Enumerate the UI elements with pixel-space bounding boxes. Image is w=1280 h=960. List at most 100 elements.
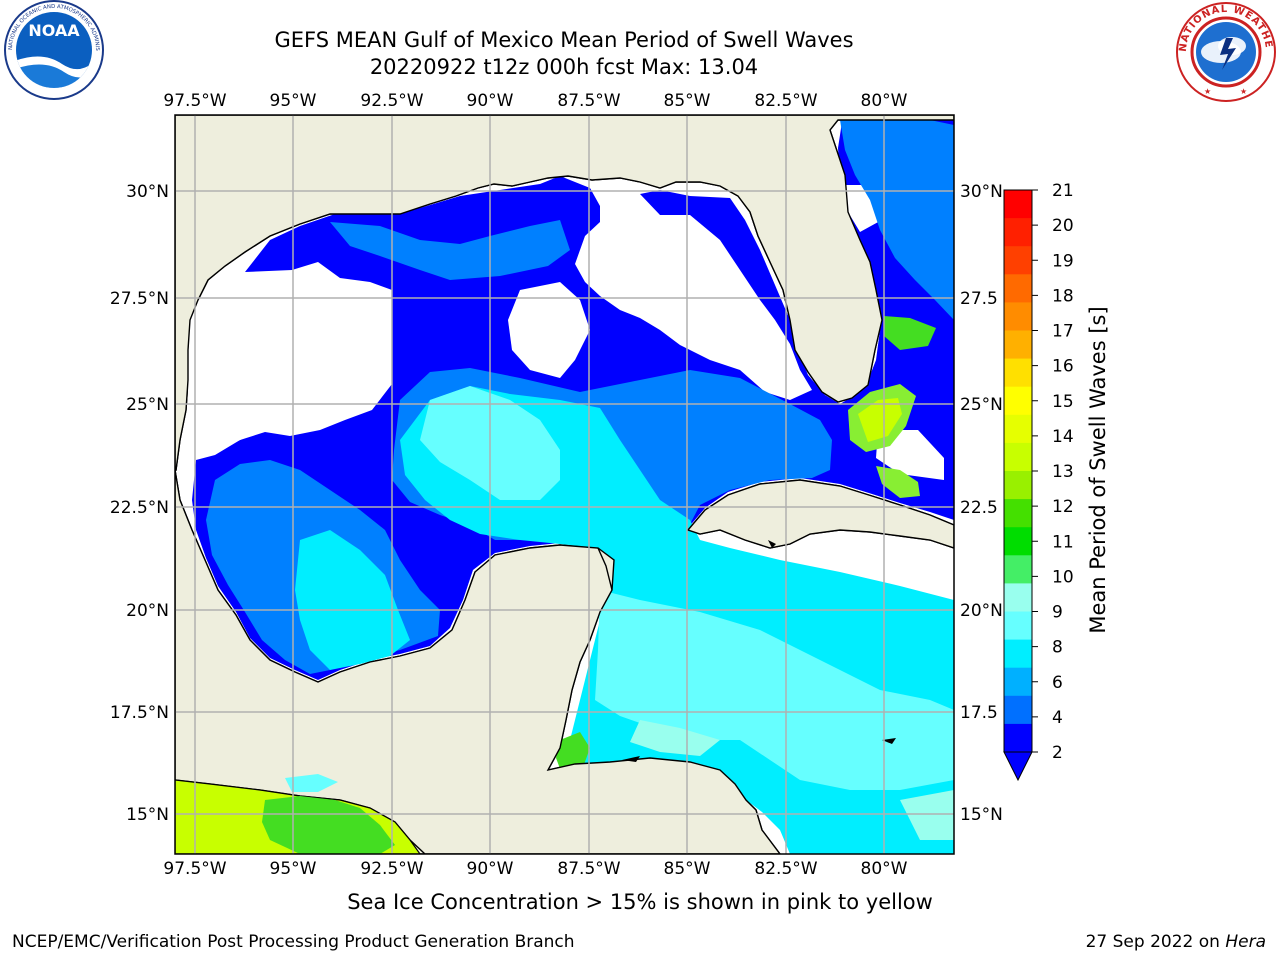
colorbar-swatch [1004,527,1032,556]
lat-label-right: 20°N [960,601,1003,621]
field-8-9s-s [595,590,954,790]
colorbar-swatch [1004,246,1032,275]
colorbar-tick-label: 15 [1052,392,1074,412]
colorbar-tick-label: 20 [1052,216,1074,236]
credit-host: Hera [1225,932,1266,952]
colorbar-extension [1003,751,1033,782]
land-overlay [175,115,954,854]
colorbar-tick-label: 9 [1052,603,1063,623]
colorbar-swatch [1004,667,1032,697]
colorbar-tick-label: 10 [1052,567,1074,587]
colorbar-swatch [1004,218,1032,247]
colorbar-tick-label: 6 [1052,673,1063,693]
graticule [175,115,954,854]
field-carib-lightcyan [900,790,954,840]
lon-label-bottom: 90°W [467,859,514,879]
lon-label-top: 92.5°W [360,91,423,111]
chart-subtitle: 20220922 t12z 000h fcst Max: 13.04 [369,55,759,79]
field-10-12s-bah [884,316,936,350]
colorbar-tick-label: 14 [1052,427,1074,447]
colorbar-tick-label: 13 [1052,462,1074,482]
colorbar-tick-label: 11 [1052,532,1074,552]
lon-labels-top: 97.5°W 95°W 92.5°W 90°W 87.5°W 85°W 82.5… [163,91,907,111]
lon-label-bottom: 92.5°W [360,859,423,879]
colorbar-swatch [1004,499,1032,528]
lon-label-top: 87.5°W [557,91,620,111]
colorbar-swatch [1004,330,1032,360]
lon-label-top: 80°W [861,91,908,111]
colorbar-tick-label: 17 [1052,322,1074,342]
field-gap-east [575,190,812,400]
lat-label-left: 25°N [126,395,169,415]
lon-label-top: 85°W [664,91,711,111]
colorbar-swatch [1004,386,1032,416]
chart-title: GEFS MEAN Gulf of Mexico Mean Period of … [274,28,854,52]
field-gap-keys [876,430,944,480]
colorbar-tick-label: 4 [1052,708,1063,728]
field-4-6s-n [330,220,570,280]
lat-labels-right: 30°N 27.5 25°N 22.5 20°N 17.5 15°N [960,182,1003,825]
lon-label-top: 90°W [467,91,514,111]
colorbar-tick-label: 18 [1052,286,1074,306]
lat-label-right: 25°N [960,395,1003,415]
lat-label-left: 27.5°N [110,289,169,309]
lon-label-top: 97.5°W [163,91,226,111]
lat-label-right: 30°N [960,182,1003,202]
lon-label-bottom: 80°W [861,859,908,879]
colorbar-swatch [1004,190,1032,219]
colorbar-swatch [1004,695,1032,725]
colorbar-swatch [1004,414,1032,444]
lat-label-left: 30°N [126,182,169,202]
nws-logo: NATIONAL WEATHER SERVICE ★ ★ [1174,0,1276,102]
lon-label-top: 82.5°W [754,91,817,111]
field-4-6s-ne [840,118,954,320]
map-layers [175,115,954,854]
credit-date: 27 Sep 2022 on Hera [1086,932,1266,952]
swell-period-field [175,118,954,854]
colorbar-tick-label: 2 [1052,743,1063,763]
field-6-8s-w [295,530,410,670]
lon-label-bottom: 85°W [664,859,711,879]
colorbar: 21 20 19 18 17 16 15 14 13 12 11 10 9 8 6 4 2 [1003,181,1074,782]
lon-labels-bottom: 97.5°W 95°W 92.5°W 90°W 87.5°W 85°W 82.5… [163,859,907,879]
lon-label-bottom: 82.5°W [754,859,817,879]
colorbar-swatch [1004,274,1032,303]
colorbar-swatch [1004,723,1032,753]
lat-labels-left: 30°N 27.5°N 25°N 22.5°N 20°N 17.5°N 15°N [110,182,169,825]
field-gap-west [188,278,392,458]
lat-label-right: 22.5 [960,498,998,518]
lon-label-bottom: 87.5°W [557,859,620,879]
colorbar-tick-label: 16 [1052,357,1074,377]
colorbar-swatch [1004,302,1032,331]
lat-label-right: 17.5 [960,703,998,723]
credit-date-text: 27 Sep 2022 on [1085,932,1226,952]
lat-label-right: 27.5 [960,289,998,309]
lat-label-left: 15°N [126,805,169,825]
svg-text:★: ★ [1240,87,1247,96]
colorbar-tick-label: 12 [1052,497,1074,517]
lat-label-left: 22.5°N [110,498,169,518]
colorbar-tick-label: 19 [1052,251,1074,271]
colorbar-tick-label: 8 [1052,638,1063,658]
field-12-13s-fl [858,398,902,442]
credit-branch: NCEP/EMC/Verification Post Processing Pr… [12,932,575,952]
colorbar-swatch [1004,639,1032,669]
colorbar-swatch [1004,555,1032,584]
lon-label-bottom: 95°W [270,859,317,879]
colorbar-swatch [1004,611,1032,641]
map-frame [174,114,955,855]
colorbar-swatch [1004,471,1032,500]
lat-label-left: 20°N [126,601,169,621]
svg-text:NOAA: NOAA [28,21,80,40]
colorbar-swatch [1004,583,1032,612]
field-10-12s-bah2 [876,466,920,498]
lon-label-top: 95°W [270,91,317,111]
colorbar-tick-label: 21 [1052,181,1074,201]
lat-label-left: 17.5°N [110,703,169,723]
lon-label-bottom: 97.5°W [163,859,226,879]
colorbar-swatch [1004,358,1032,388]
field-gap-center [508,282,590,378]
svg-text:★: ★ [1204,87,1211,96]
lat-label-right: 15°N [960,805,1003,825]
